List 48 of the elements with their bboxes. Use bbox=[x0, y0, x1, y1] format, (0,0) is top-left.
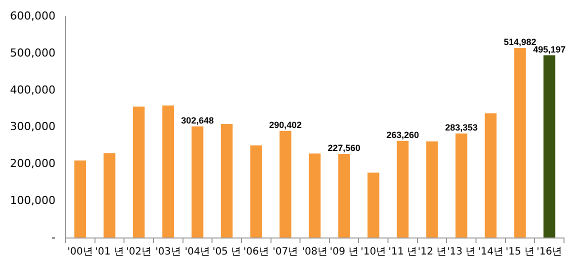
x-tick-label: '15 년 bbox=[506, 246, 534, 258]
x-tick-label: '09 년 bbox=[330, 246, 358, 258]
bar bbox=[250, 145, 262, 238]
y-tick-label: 600,000 bbox=[10, 9, 56, 22]
bar bbox=[368, 172, 380, 238]
x-tick-label: '03년 bbox=[155, 246, 181, 258]
bar bbox=[132, 106, 145, 238]
y-tick-label: - bbox=[52, 230, 56, 244]
x-tick-label: '11 년 bbox=[388, 246, 418, 258]
bar bbox=[456, 133, 468, 238]
data-label: 495,197 bbox=[533, 44, 566, 54]
x-tick-label: '13 년 bbox=[447, 246, 476, 258]
bar bbox=[104, 153, 116, 238]
bar bbox=[192, 126, 204, 238]
bar bbox=[280, 130, 292, 238]
x-tick-label: '12 년 bbox=[418, 246, 446, 258]
y-tick-label: 200,000 bbox=[10, 157, 56, 170]
y-tick-label: 500,000 bbox=[10, 46, 56, 60]
x-tick-label: '04년 bbox=[184, 246, 210, 258]
bar bbox=[396, 140, 409, 238]
y-tick-label: 300,000 bbox=[10, 120, 56, 134]
bar bbox=[74, 160, 86, 238]
bar bbox=[426, 141, 438, 238]
bar bbox=[484, 113, 497, 238]
y-tick-label: 400,000 bbox=[10, 83, 56, 96]
x-tick-label: '02년 bbox=[126, 246, 152, 258]
x-tick-label: '06년 bbox=[243, 246, 269, 258]
bar bbox=[220, 124, 233, 238]
data-label: 283,353 bbox=[445, 122, 478, 132]
x-tick-label: '07년 bbox=[272, 246, 298, 258]
bar bbox=[308, 154, 321, 238]
bar bbox=[543, 55, 556, 238]
x-tick-label: '14년 bbox=[478, 246, 504, 258]
x-tick-label: '08년 bbox=[302, 246, 328, 258]
data-label: 227,560 bbox=[328, 143, 360, 154]
x-tick-label: '05 년 bbox=[212, 246, 242, 258]
data-label: 290,402 bbox=[269, 120, 302, 130]
bar bbox=[338, 154, 350, 238]
x-tick-label: '00년 bbox=[67, 246, 93, 258]
bar bbox=[162, 106, 174, 238]
data-label: 514,982 bbox=[504, 36, 536, 47]
x-tick-label: '16년 bbox=[536, 246, 562, 258]
y-tick-label: 100,000 bbox=[10, 194, 56, 207]
x-tick-label: '10년 bbox=[360, 246, 386, 258]
bar bbox=[514, 48, 526, 238]
data-label: 302,648 bbox=[181, 115, 214, 126]
x-tick-label: '01 년 bbox=[95, 246, 124, 258]
data-label: 263,260 bbox=[386, 130, 419, 140]
